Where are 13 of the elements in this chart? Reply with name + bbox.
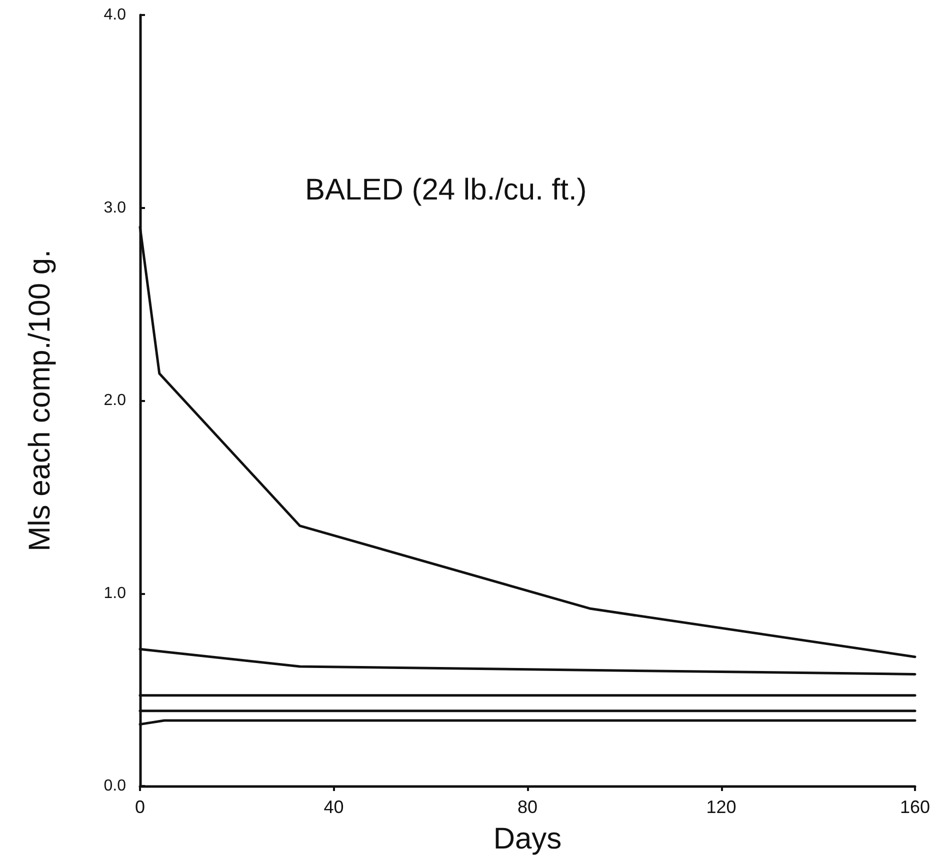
x-tick-label: 120: [706, 797, 736, 817]
y-tick-label: 1.0: [104, 584, 126, 602]
y-tick-label: 2.0: [104, 392, 126, 409]
x-tick-label: 160: [900, 797, 930, 817]
x-tick-label: 40: [324, 797, 344, 817]
x-tick-label: 80: [517, 797, 538, 817]
y-tick-label: 0.0: [104, 778, 126, 794]
x-tick-label: 0: [134, 797, 146, 817]
y-tick-label: 4.0: [104, 6, 126, 24]
y-axis-title: Mls each comp./100 g.: [24, 250, 56, 552]
text: BALED (24 lb./cu. ft.): [305, 174, 587, 206]
x-axis-title: Days: [493, 822, 562, 856]
y-tick-label: 3.0: [104, 199, 126, 216]
